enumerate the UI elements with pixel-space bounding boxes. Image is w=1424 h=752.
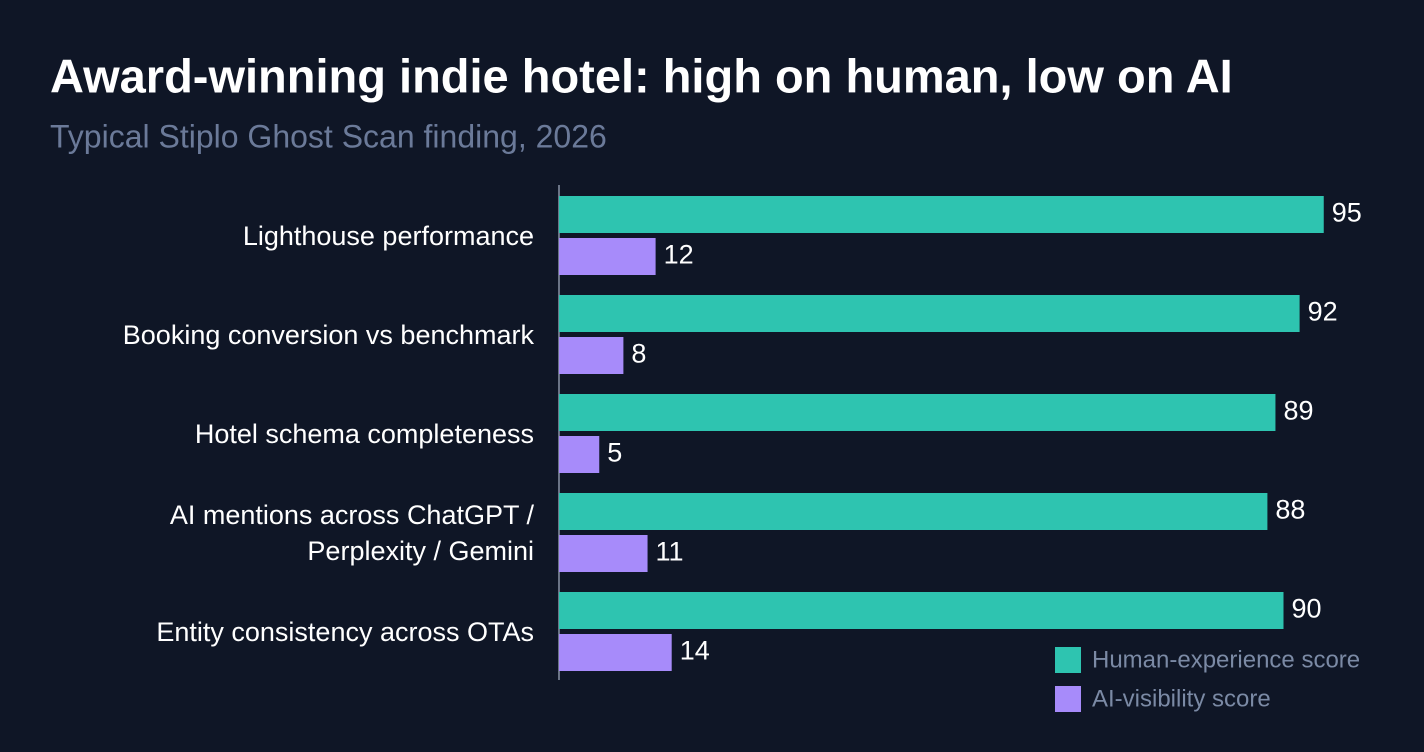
value-label: 90 <box>1292 594 1322 624</box>
value-label: 89 <box>1283 396 1313 426</box>
chart-title: Award-winning indie hotel: high on human… <box>50 49 1233 102</box>
value-label: 95 <box>1332 198 1362 228</box>
legend-label: AI-visibility score <box>1092 685 1271 712</box>
bar <box>559 238 656 275</box>
bar <box>559 196 1324 233</box>
legend-label: Human-experience score <box>1092 646 1360 673</box>
value-label: 14 <box>680 636 710 666</box>
chart-subtitle: Typical Stiplo Ghost Scan finding, 2026 <box>50 118 607 154</box>
legend-swatch <box>1055 686 1081 712</box>
legend-swatch <box>1055 647 1081 673</box>
category-label: Entity consistency across OTAs <box>156 616 534 647</box>
value-label: 88 <box>1275 495 1305 525</box>
value-label: 8 <box>631 339 646 369</box>
value-label: 12 <box>664 240 694 270</box>
bar <box>559 295 1300 332</box>
bar <box>559 634 672 671</box>
value-label: 92 <box>1308 297 1338 327</box>
category-label: AI mentions across ChatGPT / Perplexity … <box>169 499 534 566</box>
category-label: Hotel schema completeness <box>194 418 534 449</box>
value-label: 5 <box>607 438 622 468</box>
category-label: Booking conversion vs benchmark <box>122 319 534 350</box>
bar <box>559 337 624 374</box>
bar <box>559 394 1276 431</box>
bar <box>559 535 648 572</box>
bar <box>559 592 1284 629</box>
category-label: Lighthouse performance <box>242 220 534 251</box>
value-label: 11 <box>656 537 684 567</box>
bar <box>559 493 1268 530</box>
bar <box>559 436 600 473</box>
